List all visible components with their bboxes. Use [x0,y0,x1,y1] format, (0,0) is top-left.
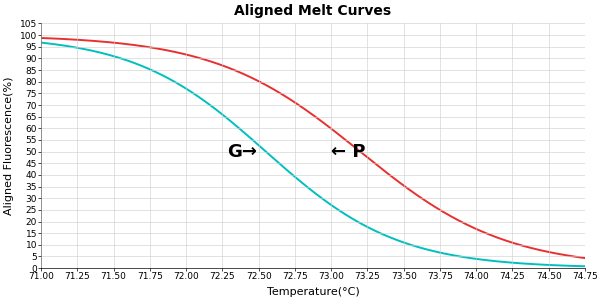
Text: ← P: ← P [331,143,365,161]
X-axis label: Temperature(°C): Temperature(°C) [267,287,359,297]
Y-axis label: Aligned Fluorescence(%): Aligned Fluorescence(%) [4,76,14,215]
Title: Aligned Melt Curves: Aligned Melt Curves [235,4,392,18]
Text: G→: G→ [227,143,257,161]
